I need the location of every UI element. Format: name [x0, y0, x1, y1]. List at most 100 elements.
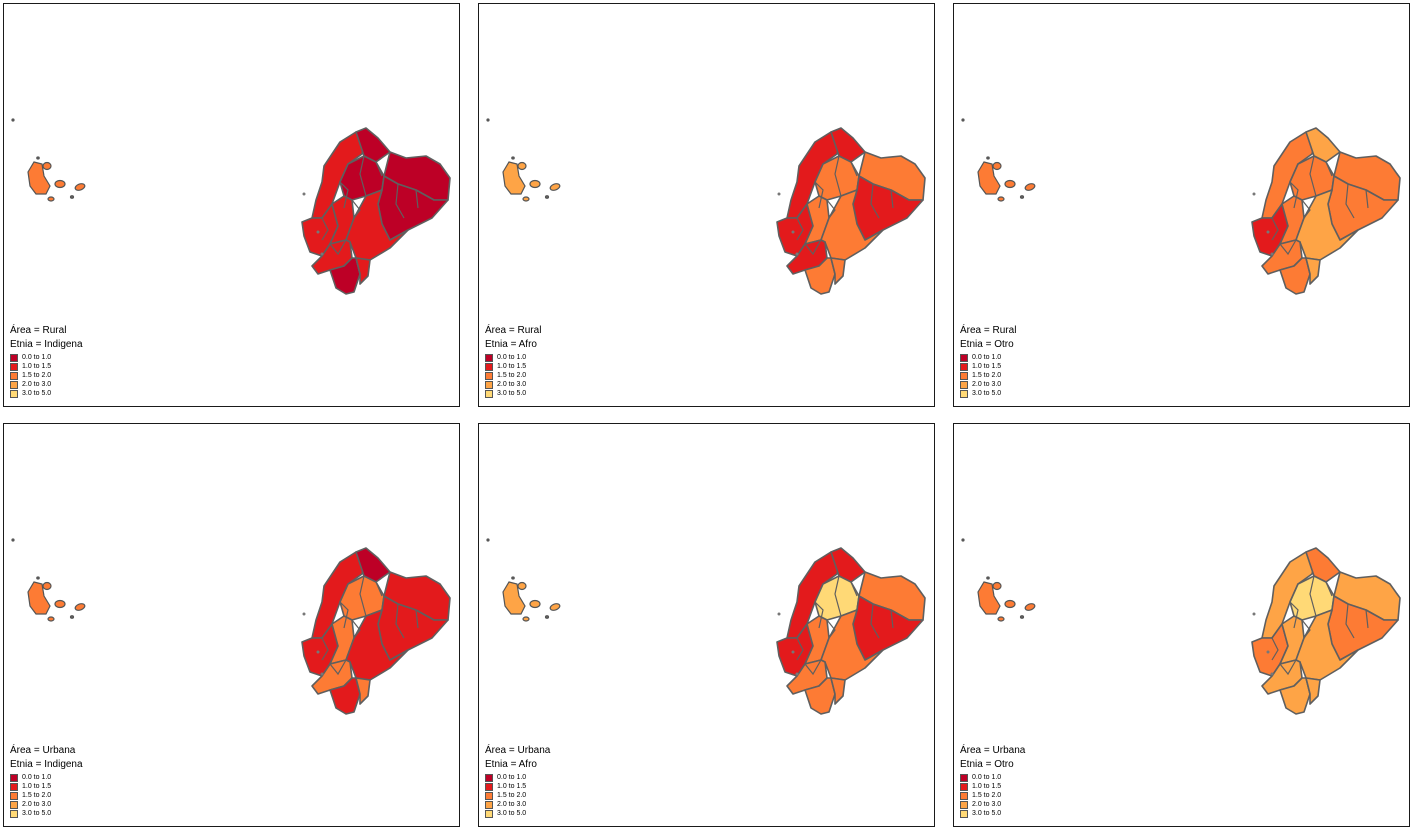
legend-label: 1.5 to 2.0: [972, 792, 1002, 799]
legend-swatch: [485, 353, 493, 362]
island-shape: [529, 179, 541, 189]
province-border: [850, 581, 858, 597]
islet: [1266, 230, 1270, 234]
legend-item: 3.0 to 5.0: [960, 809, 1025, 818]
legend-label: 1.5 to 2.0: [497, 792, 527, 799]
island-shape: [1019, 195, 1025, 199]
map-panel-rural-indigena: Área = Rural Etnia = Indigena 0.0 to 1.0 1.…: [3, 3, 460, 407]
legend-item: 1.0 to 1.5: [960, 782, 1025, 791]
map-panel-urbana-afro: Área = Urbana Etnia = Afro 0.0 to 1.0 1.0 t…: [478, 423, 935, 827]
legend-swatch: [960, 380, 968, 389]
province-border: [1345, 183, 1355, 219]
island-shape: [42, 581, 52, 591]
islet: [791, 650, 795, 654]
legend-swatch: [960, 800, 968, 809]
island-shape: [47, 616, 55, 622]
legend-item: 2.0 to 3.0: [485, 380, 541, 389]
ecuador-map: [11, 118, 451, 295]
legend-item: 2.0 to 3.0: [10, 800, 83, 809]
islet: [777, 612, 781, 616]
legend-area-title: Área = Rural: [10, 325, 67, 336]
legend-swatch: [485, 389, 493, 398]
island-shape: [517, 161, 527, 171]
mainland: [301, 127, 451, 295]
legend-area-title: Área = Urbana: [10, 745, 76, 756]
ecuador-map: [961, 118, 1401, 295]
province-border: [395, 183, 405, 219]
legend-item: 1.5 to 2.0: [485, 371, 541, 380]
legend-item: 3.0 to 5.0: [485, 389, 541, 398]
legend-swatch: [485, 773, 493, 782]
legend-item: 1.5 to 2.0: [10, 791, 83, 800]
islet: [1270, 252, 1274, 256]
legend-swatch: [960, 389, 968, 398]
ecuador-map: [486, 118, 926, 295]
island-shape: [511, 156, 515, 160]
island-shape: [1024, 603, 1036, 611]
province-border: [814, 601, 824, 629]
island-shape: [54, 179, 66, 189]
region-sc: [830, 257, 846, 285]
mainland: [301, 547, 451, 715]
legend-swatch: [960, 371, 968, 380]
province-border: [870, 183, 880, 219]
galapagos-islands: [486, 118, 561, 202]
island-shape: [961, 118, 965, 122]
mainland: [1251, 127, 1401, 295]
legend-label: 0.0 to 1.0: [497, 774, 527, 781]
islet: [1270, 672, 1274, 676]
island-shape: [997, 616, 1005, 622]
legend-swatch: [960, 773, 968, 782]
province-border: [870, 603, 880, 639]
legend-label: 2.0 to 3.0: [972, 381, 1002, 388]
legend-item: 1.5 to 2.0: [960, 791, 1025, 800]
province-border: [850, 161, 858, 177]
province-border: [415, 609, 419, 629]
island-shape: [517, 581, 527, 591]
legend-item: 3.0 to 5.0: [10, 389, 83, 398]
legend-swatch: [10, 380, 18, 389]
legend-swatch: [960, 353, 968, 362]
legend-label: 1.0 to 1.5: [497, 363, 527, 370]
legend-item: 3.0 to 5.0: [960, 389, 1016, 398]
province-border: [814, 181, 824, 209]
island-shape: [961, 538, 965, 542]
legend-item: 1.0 to 1.5: [10, 362, 83, 371]
legend-label: 0.0 to 1.0: [972, 354, 1002, 361]
legend-etnia-title: Etnia = Afro: [485, 759, 537, 770]
province-border: [1345, 603, 1355, 639]
island-shape: [544, 195, 550, 199]
map-panel-rural-otro: Área = Rural Etnia = Otro 0.0 to 1.0 1.0 to…: [953, 3, 1410, 407]
ecuador-map: [486, 538, 926, 715]
island-shape: [69, 195, 75, 199]
island-shape: [986, 156, 990, 160]
island-shape: [27, 581, 51, 615]
island-shape: [549, 183, 561, 191]
legend-item: 0.0 to 1.0: [960, 773, 1025, 782]
legend-item: 1.5 to 2.0: [485, 791, 550, 800]
province-border: [890, 189, 894, 209]
island-shape: [992, 581, 1002, 591]
islet: [1252, 612, 1256, 616]
province-border: [1301, 199, 1311, 219]
legend-label: 2.0 to 3.0: [972, 801, 1002, 808]
map-panel-urbana-otro: Área = Urbana Etnia = Otro 0.0 to 1.0 1.0 t…: [953, 423, 1410, 827]
island-shape: [11, 538, 15, 542]
legend-swatch: [10, 782, 18, 791]
province-border: [1309, 155, 1317, 197]
legend-swatch: [960, 809, 968, 818]
province-border: [1279, 239, 1297, 256]
province-border: [1365, 609, 1369, 629]
province-border: [796, 217, 804, 241]
legend-item: 1.0 to 1.5: [485, 782, 550, 791]
province-border: [1325, 581, 1333, 597]
legend-etnia-title: Etnia = Afro: [485, 339, 537, 350]
galapagos-islands: [961, 118, 1036, 202]
legend-area-title: Área = Rural: [960, 325, 1017, 336]
island-shape: [992, 161, 1002, 171]
legend-swatch: [10, 353, 18, 362]
legend-item: 1.5 to 2.0: [960, 371, 1016, 380]
legend-etnia-title: Etnia = Otro: [960, 339, 1014, 350]
legend-label: 3.0 to 5.0: [497, 390, 527, 397]
legend-label: 3.0 to 5.0: [497, 810, 527, 817]
